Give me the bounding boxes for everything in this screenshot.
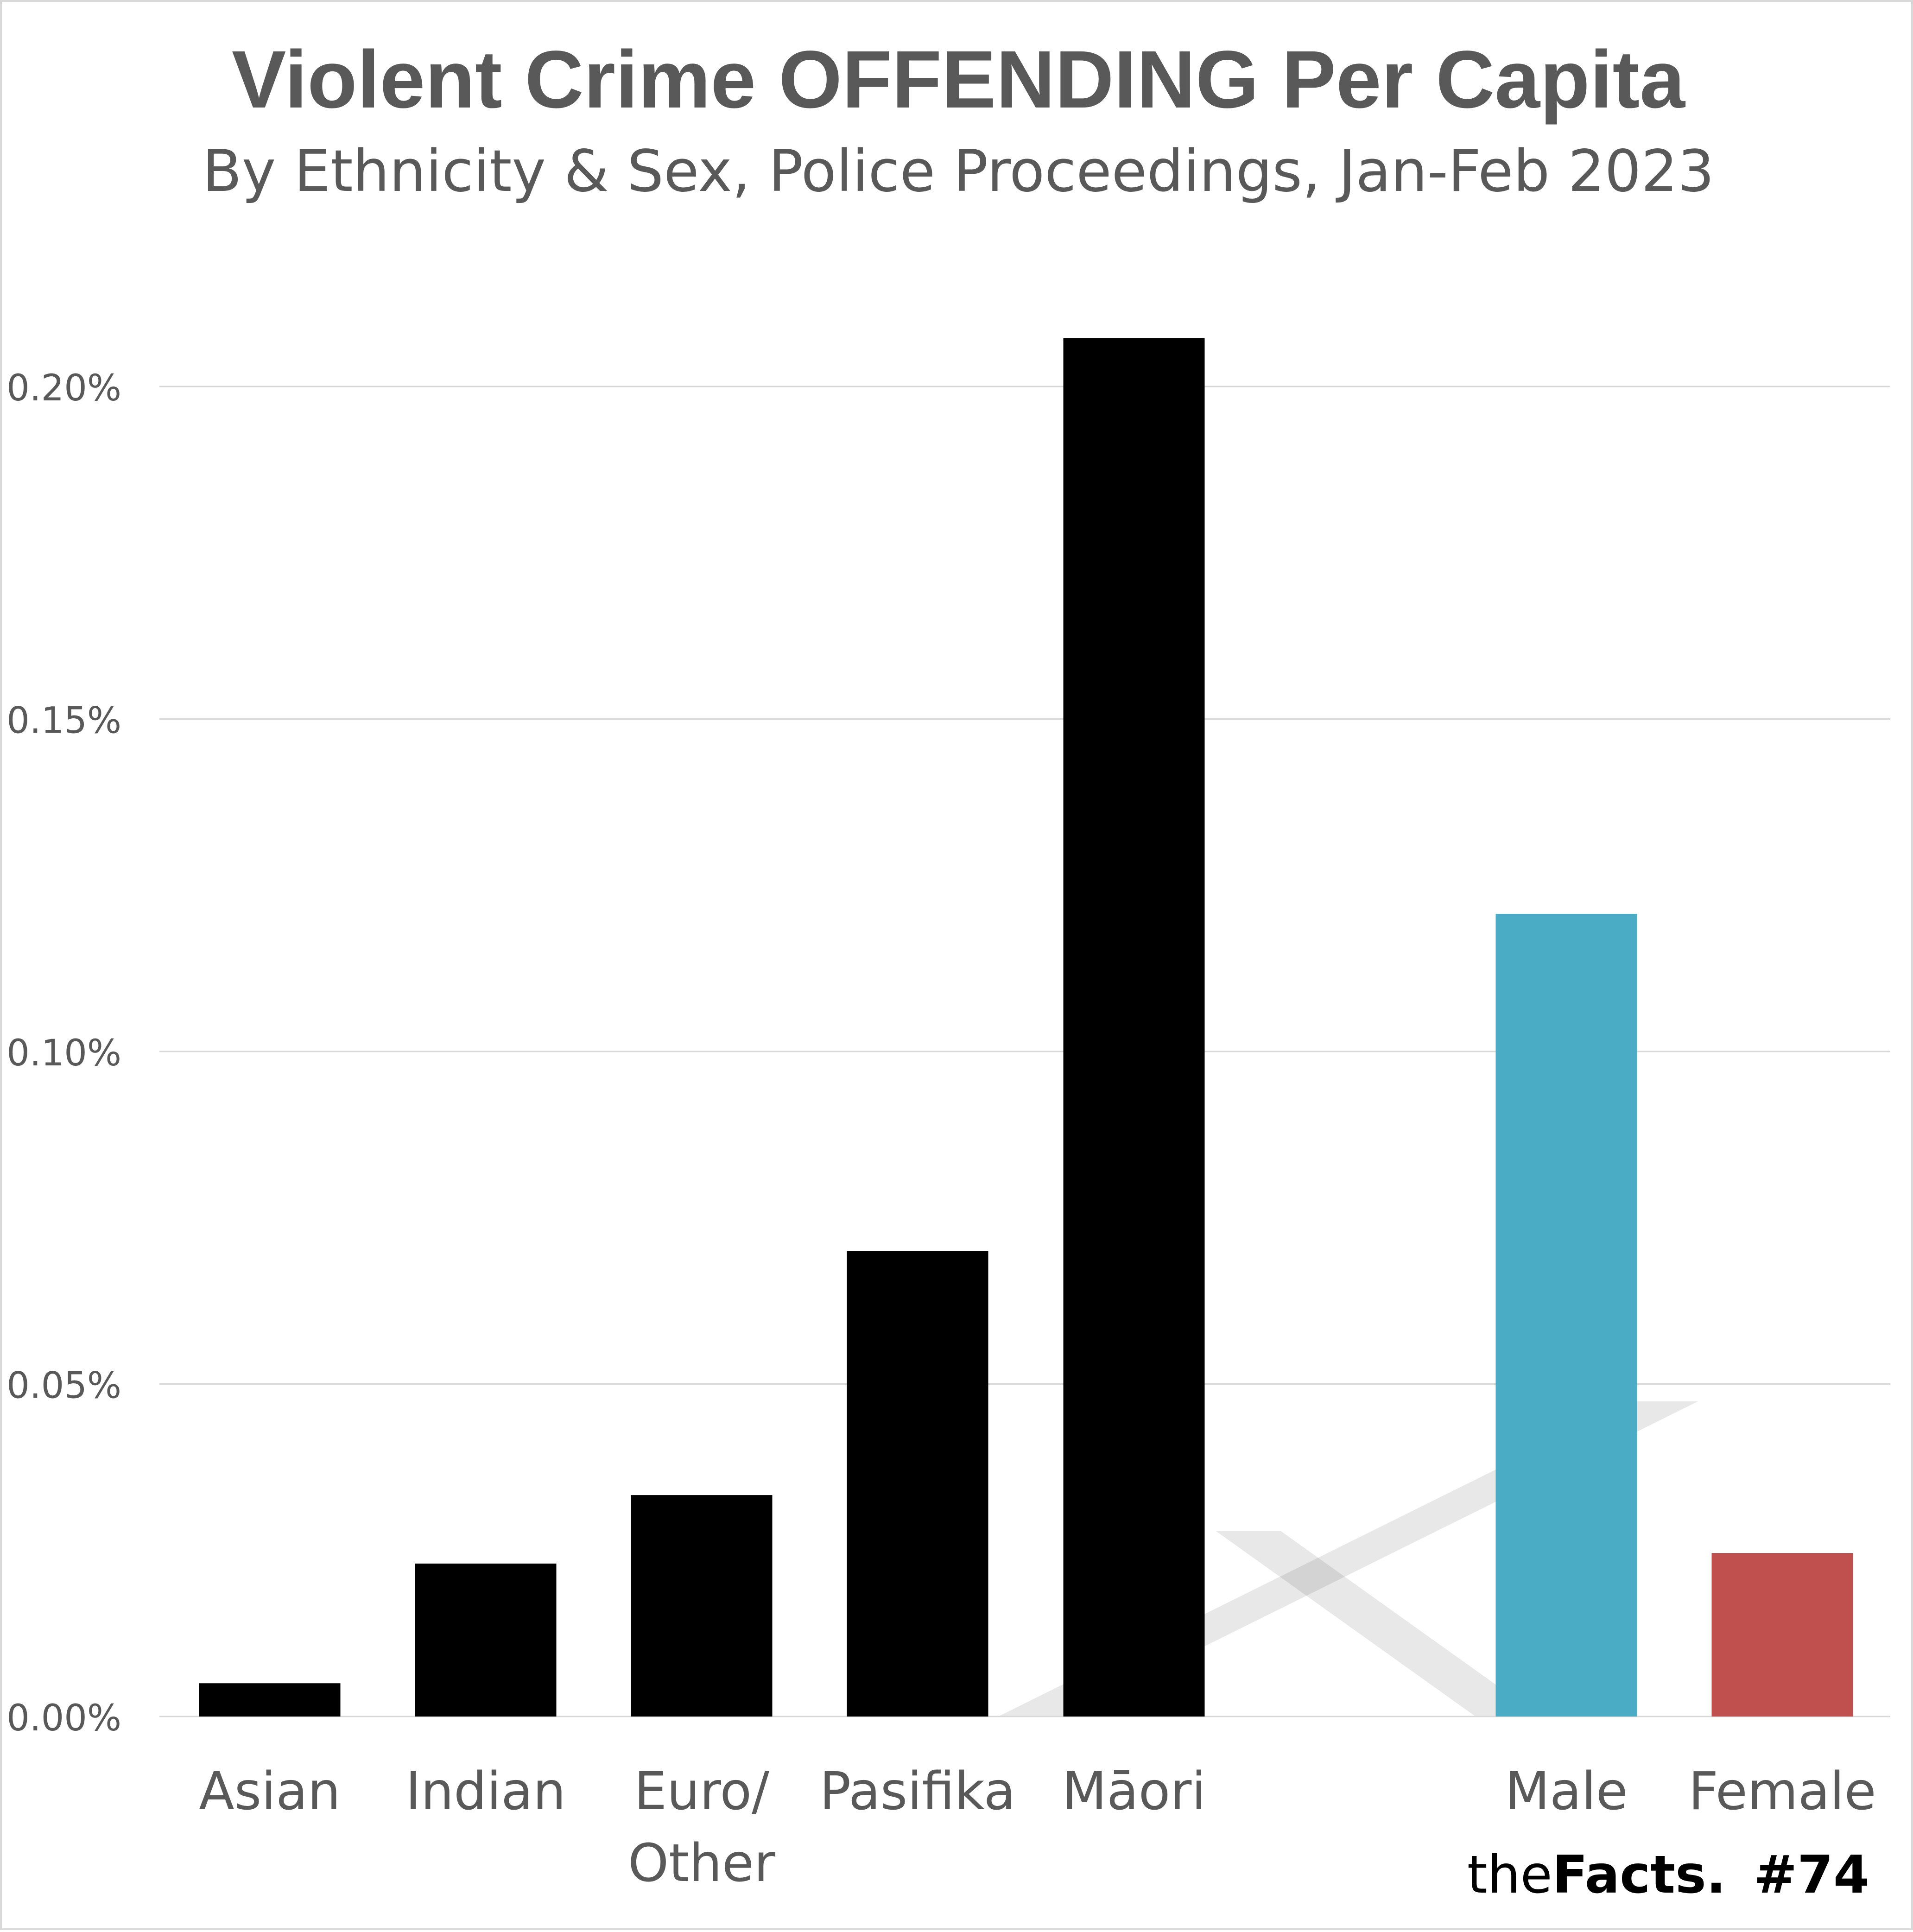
x-tick-label: Asian <box>199 1761 341 1822</box>
brand-logo: theFacts. #74 <box>1467 1845 1869 1905</box>
bar <box>199 1683 341 1717</box>
y-tick-label: 0.00% <box>6 1698 121 1739</box>
brand-name: Facts <box>1552 1845 1706 1905</box>
bar <box>847 1251 988 1717</box>
brand-issue: #74 <box>1754 1845 1869 1905</box>
x-tick-label: Euro/Other <box>628 1761 776 1894</box>
bar <box>415 1563 557 1717</box>
x-tick-label: Female <box>1689 1761 1876 1822</box>
chart-title: Violent Crime OFFENDING Per Capita <box>232 34 1685 125</box>
y-tick-label: 0.05% <box>6 1365 121 1407</box>
y-axis: 0.00% 0.05% 0.10% 0.15% 0.20% <box>6 367 121 1739</box>
bar <box>1063 338 1205 1717</box>
y-tick-label: 0.20% <box>6 367 121 409</box>
watermark-stroke <box>1216 1531 1540 1717</box>
x-tick-label: Māori <box>1062 1761 1206 1822</box>
bar <box>1711 1552 1853 1717</box>
bar <box>631 1495 773 1717</box>
chart-subtitle: By Ethnicity & Sex, Police Proceedings, … <box>203 138 1714 205</box>
x-tick-label: Male <box>1505 1761 1628 1822</box>
brand-prefix: the <box>1467 1845 1552 1905</box>
x-tick-label: Indian <box>405 1761 566 1822</box>
brand-dot: . <box>1706 1845 1726 1905</box>
x-axis: Asian Indian Euro/Other Pasifika Māori Male Fe… <box>199 1761 1876 1894</box>
y-tick-label: 0.10% <box>6 1033 121 1074</box>
y-tick-label: 0.15% <box>6 700 121 742</box>
bars <box>199 338 1853 1717</box>
bar <box>1495 913 1637 1717</box>
x-tick-label: Pasifika <box>820 1761 1016 1822</box>
